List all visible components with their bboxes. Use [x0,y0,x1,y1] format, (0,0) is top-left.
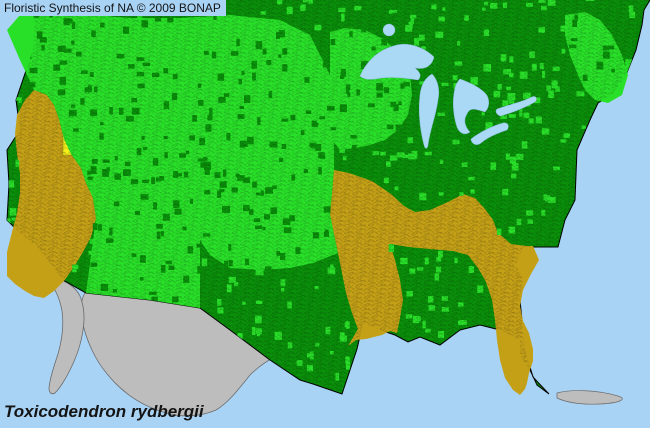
svg-text:Floristic Synthesis of NA © 20: Floristic Synthesis of NA © 2009 BONAP [4,1,221,15]
svg-text:Toxicodendron rydbergii: Toxicodendron rydbergii [4,402,205,421]
